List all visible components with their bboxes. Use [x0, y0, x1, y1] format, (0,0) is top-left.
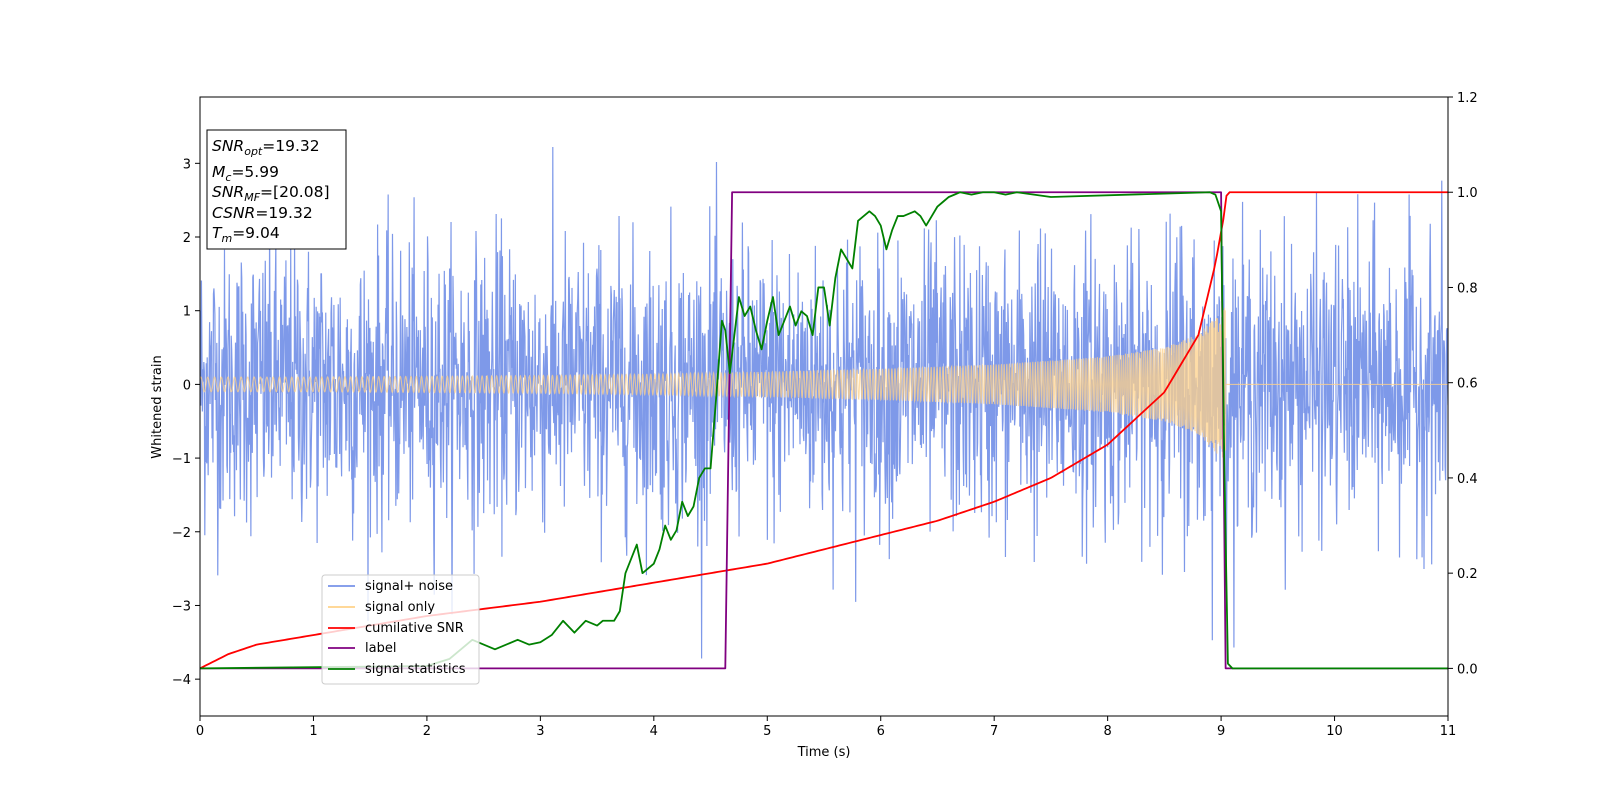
x-tick-label: 2	[423, 724, 431, 739]
y-left-tick-label: −1	[172, 452, 191, 467]
info-snr-opt: SNRopt=19.32	[212, 137, 320, 158]
axis-ticks: 0 1 2 3 4 5 6 7 8 9 10 11 −4 −3 −2 −1 0 1 2 3 0.0 0.2 0.4 0.6 0.…	[172, 91, 1478, 739]
svg-text:cumilative SNR: cumilative SNR	[365, 621, 464, 636]
info-box: SNRopt=19.32 Mc=5.99 SNRMF=[20.08] CSNR=…	[206, 129, 347, 250]
y-right-tick-label: 0.8	[1457, 281, 1478, 296]
y-left-tick-label: 1	[183, 305, 191, 320]
info-tm: Tm=9.04	[212, 224, 280, 245]
y-right-tick-label: 1.0	[1457, 186, 1478, 201]
x-tick-label: 5	[763, 724, 771, 739]
y-left-tick-label: 3	[183, 157, 191, 172]
y-left-tick-label: −2	[172, 526, 191, 541]
x-tick-label: 7	[990, 724, 998, 739]
x-tick-label: 1	[309, 724, 317, 739]
y-right-tick-label: 0.2	[1457, 567, 1478, 582]
x-tick-label: 4	[650, 724, 658, 739]
legend-item-signal-only: signal only	[328, 600, 435, 615]
y-left-tick-label: −3	[172, 599, 191, 614]
x-tick-label: 3	[536, 724, 544, 739]
series-signal-only-line	[200, 307, 1448, 458]
svg-text:signal statistics: signal statistics	[365, 662, 466, 677]
series-signal-noise-line	[200, 147, 1448, 659]
y-right-tick-label: 0.0	[1457, 662, 1478, 677]
series-signal-statistics-line	[200, 191, 1448, 670]
legend: signal+ noise signal only cumilative SNR…	[321, 574, 480, 685]
info-csnr: CSNR=19.32	[212, 204, 313, 222]
x-tick-label: 11	[1440, 724, 1457, 739]
x-tick-label: 10	[1326, 724, 1343, 739]
legend-item-signal-statistics: signal statistics	[328, 662, 466, 677]
y-right-tick-label: 0.4	[1457, 472, 1478, 487]
svg-text:label: label	[365, 641, 396, 656]
x-tick-label: 9	[1217, 724, 1225, 739]
x-tick-label: 8	[1103, 724, 1111, 739]
legend-item-cumulative-snr: cumilative SNR	[328, 621, 464, 636]
x-tick-label: 6	[877, 724, 885, 739]
y-left-tick-label: −4	[172, 673, 191, 688]
y-left-tick-label: 2	[183, 231, 191, 246]
y-left-tick-label: 0	[183, 378, 191, 393]
y-right-tick-label: 1.2	[1457, 91, 1478, 106]
legend-item-label: label	[328, 641, 396, 656]
y-axis-title: Whitened strain	[150, 355, 165, 458]
axes-frame	[199, 96, 1449, 717]
y-right-tick-label: 0.6	[1457, 377, 1478, 392]
svg-text:signal only: signal only	[365, 600, 435, 615]
x-axis-title: Time (s)	[797, 745, 851, 760]
info-mc: Mc=5.99	[212, 163, 279, 184]
x-tick-label: 0	[196, 724, 204, 739]
info-snr-mf: SNRMF=[20.08]	[212, 183, 330, 204]
legend-item-signal-noise: signal+ noise	[328, 579, 453, 594]
svg-text:signal+ noise: signal+ noise	[365, 579, 453, 594]
